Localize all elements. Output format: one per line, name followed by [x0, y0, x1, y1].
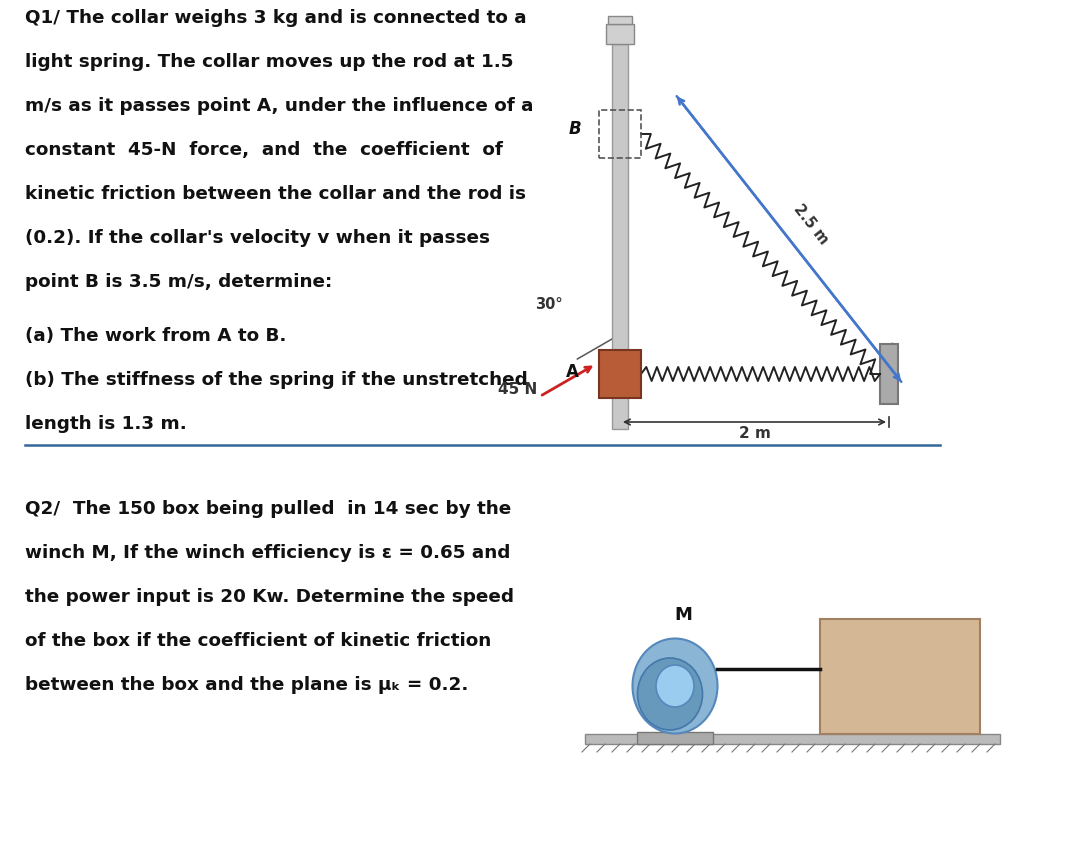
Bar	[612, 44, 627, 429]
Text: between the box and the plane is μₖ = 0.2.: between the box and the plane is μₖ = 0.…	[25, 676, 469, 694]
Text: 45 N: 45 N	[498, 382, 537, 397]
Text: 2.5 m: 2.5 m	[791, 201, 832, 247]
Text: m/s as it passes point A, under the influence of a: m/s as it passes point A, under the infl…	[25, 97, 534, 115]
Text: (b) The stiffness of the spring if the unstretched: (b) The stiffness of the spring if the u…	[25, 371, 528, 389]
Text: Q2/  The 150 box being pulled  in 14 sec by the: Q2/ The 150 box being pulled in 14 sec b…	[25, 500, 511, 518]
Text: (a) The work from A to B.: (a) The work from A to B.	[25, 327, 286, 345]
Ellipse shape	[656, 665, 694, 707]
Text: 2 m: 2 m	[739, 426, 770, 441]
Ellipse shape	[633, 638, 717, 734]
Text: kinetic friction between the collar and the rod is: kinetic friction between the collar and …	[25, 185, 526, 203]
Text: A: A	[566, 363, 579, 381]
Text: Q1/ The collar weighs 3 kg and is connected to a: Q1/ The collar weighs 3 kg and is connec…	[25, 9, 527, 27]
Text: length is 1.3 m.: length is 1.3 m.	[25, 415, 187, 433]
Text: B: B	[568, 120, 581, 138]
Text: 30°: 30°	[535, 297, 563, 312]
Bar	[599, 350, 642, 398]
Bar	[585, 734, 1000, 744]
Bar	[608, 16, 632, 24]
Bar	[880, 344, 897, 404]
Text: point B is 3.5 m/s, determine:: point B is 3.5 m/s, determine:	[25, 273, 333, 291]
Bar	[820, 619, 980, 734]
Text: of the box if the coefficient of kinetic friction: of the box if the coefficient of kinetic…	[25, 632, 491, 650]
Text: the power input is 20 Kw. Determine the speed: the power input is 20 Kw. Determine the …	[25, 588, 514, 606]
Bar	[637, 732, 713, 744]
Text: M: M	[674, 606, 692, 624]
Text: light spring. The collar moves up the rod at 1.5: light spring. The collar moves up the ro…	[25, 53, 513, 71]
Text: (0.2). If the collar's velocity v when it passes: (0.2). If the collar's velocity v when i…	[25, 229, 490, 247]
Ellipse shape	[637, 658, 702, 730]
Text: constant  45-N  force,  and  the  coefficient  of: constant 45-N force, and the coefficient…	[25, 141, 503, 159]
Text: winch M, If the winch efficiency is ε = 0.65 and: winch M, If the winch efficiency is ε = …	[25, 544, 511, 562]
Bar	[606, 24, 634, 44]
Bar	[599, 110, 642, 158]
